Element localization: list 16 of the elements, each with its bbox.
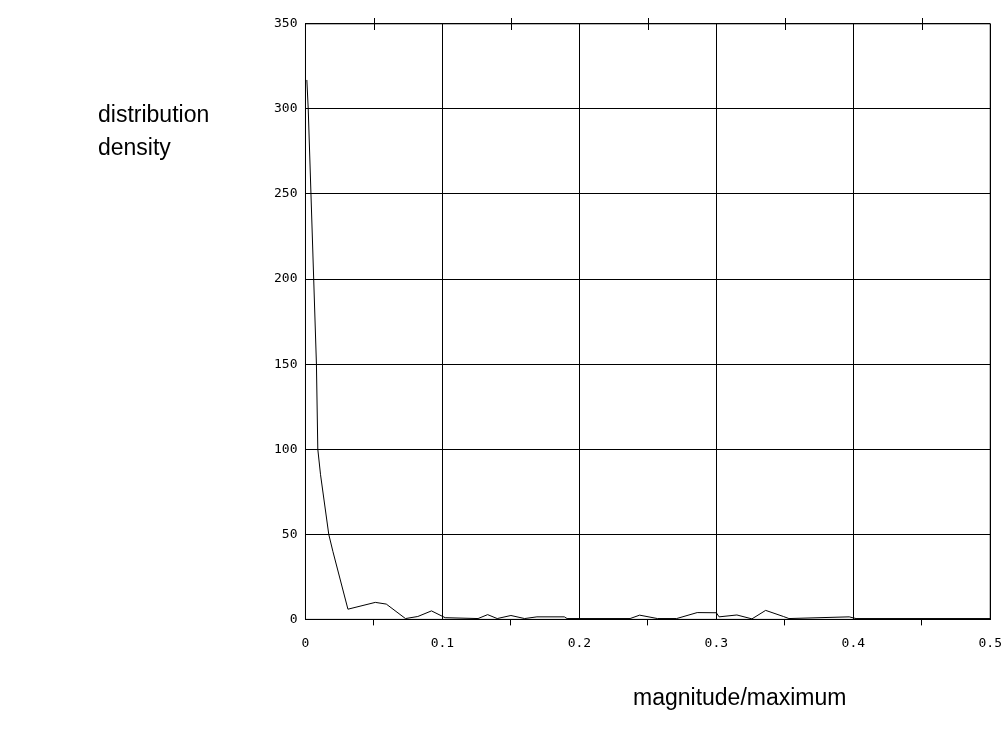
x-tick-label: 0.2 [567,634,592,650]
x-tick-label: 0 [301,634,310,650]
x-tick-label: 0.3 [704,634,729,650]
y-tick-label: 150 [274,355,298,371]
y-tick-label: 350 [274,15,298,31]
x-tick-label: 0.4 [841,634,866,650]
x-tick-label: 0.1 [430,634,455,650]
y-tick-label: 300 [274,100,298,116]
y-tick-label: 200 [274,270,298,286]
x-axis-title: magnitude/maximum [633,684,847,711]
x-tick-label: 0.5 [978,634,1002,650]
y-tick-label: 250 [274,185,298,201]
y-tick-label: 0 [289,610,298,626]
y-tick-label: 50 [281,525,298,541]
y-axis-title: distribution density [98,100,211,162]
y-tick-label: 100 [274,440,298,456]
